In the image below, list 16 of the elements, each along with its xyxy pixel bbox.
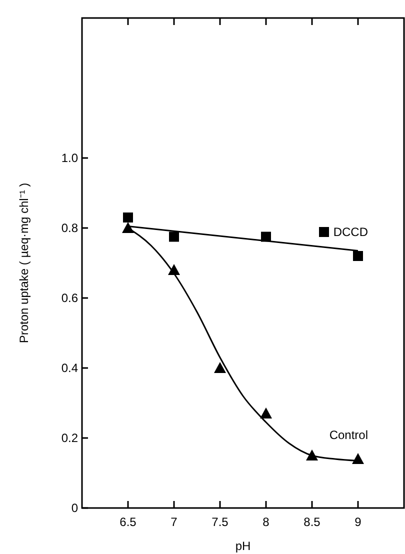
y-tick-label: 0.6 xyxy=(61,291,78,305)
x-tick-label: 9 xyxy=(354,515,362,529)
legend-label: DCCD xyxy=(333,225,368,239)
y-tick-label: 1.0 xyxy=(61,151,78,165)
x-tick-label: 7.5 xyxy=(212,515,229,529)
x-tick-label: 8 xyxy=(262,515,270,529)
x-tick-label: 8.5 xyxy=(304,515,321,529)
y-axis-title: Proton uptake ( µeq·mg chl⁻¹ ) xyxy=(17,182,31,344)
y-tick-label: 0.2 xyxy=(61,431,78,445)
y-tick-label: 0.4 xyxy=(61,361,78,375)
y-tick-label: 0.8 xyxy=(61,221,78,235)
y-tick-label: 0 xyxy=(71,501,78,515)
x-tick-label: 6.5 xyxy=(120,515,137,529)
x-axis-title: pH xyxy=(235,539,251,553)
series-label: Control xyxy=(329,428,368,442)
x-tick-label: 7 xyxy=(170,515,178,529)
